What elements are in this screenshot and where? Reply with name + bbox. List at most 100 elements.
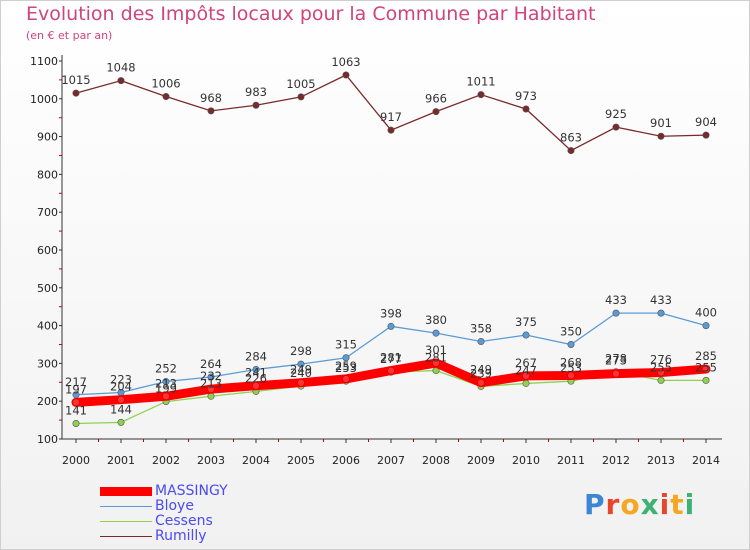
data-label-cessens: 213: [200, 376, 222, 390]
data-point-rumilly: [72, 89, 80, 97]
data-point-rumilly: [702, 131, 710, 139]
logo-letter: o: [620, 488, 641, 521]
data-point-cessens: [117, 418, 125, 426]
data-point-massingy: [252, 381, 260, 390]
data-label-bloye: 217: [65, 375, 87, 389]
data-label-bloye: 380: [425, 313, 447, 327]
data-label-massingy: 259: [335, 359, 357, 373]
x-tick-label: 2006: [332, 454, 360, 467]
y-tick-label: 700: [37, 206, 58, 219]
data-point-bloye: [252, 365, 260, 373]
legend-label: Cessens: [155, 513, 213, 529]
data-point-massingy: [297, 378, 305, 387]
data-label-cessens: 278: [605, 352, 627, 366]
data-label-massingy: 285: [695, 349, 717, 363]
data-label-bloye: 398: [380, 306, 402, 320]
data-point-rumilly: [252, 101, 260, 109]
data-label-massingy: 249: [290, 363, 312, 377]
data-point-massingy: [72, 398, 80, 407]
data-point-rumilly: [567, 147, 575, 155]
data-point-cessens: [522, 379, 530, 387]
chart-subtitle: (en € et par an): [26, 29, 113, 42]
data-label-rumilly: 968: [200, 91, 222, 105]
legend-label: MASSINGY: [155, 483, 228, 499]
data-label-rumilly: 925: [605, 107, 627, 121]
data-point-rumilly: [387, 126, 395, 134]
y-tick-label: 200: [37, 395, 58, 408]
data-point-rumilly: [612, 123, 620, 131]
legend-swatch: [100, 487, 152, 496]
data-point-bloye: [612, 309, 620, 317]
data-point-massingy: [567, 371, 575, 380]
legend-label: Bloye: [155, 498, 194, 514]
data-point-rumilly: [342, 71, 350, 79]
logo-letter: r: [605, 488, 621, 521]
data-label-bloye: 350: [560, 325, 582, 339]
data-label-bloye: 252: [155, 362, 177, 376]
legend-swatch: [100, 521, 152, 522]
data-label-cessens: 226: [245, 371, 267, 385]
data-point-cessens: [657, 376, 665, 384]
data-point-rumilly: [477, 91, 485, 99]
data-label-cessens: 255: [695, 360, 717, 374]
data-label-rumilly: 973: [515, 89, 537, 103]
y-tick-label: 600: [37, 244, 58, 257]
legend-label: Rumilly: [155, 528, 207, 544]
data-point-bloye: [387, 322, 395, 330]
data-label-rumilly: 1063: [331, 55, 360, 69]
x-tick-label: 2008: [422, 454, 450, 467]
data-point-rumilly: [297, 93, 305, 101]
logo-letter: i: [659, 488, 671, 521]
data-label-rumilly: 917: [380, 110, 402, 124]
data-label-massingy: 213: [155, 376, 177, 390]
y-tick-label: 500: [37, 282, 58, 295]
x-tick-label: 2002: [152, 454, 180, 467]
data-label-rumilly: 901: [650, 116, 672, 130]
y-tick-label: 400: [37, 320, 58, 333]
data-point-massingy: [702, 365, 710, 373]
data-label-cessens: 199: [155, 382, 177, 396]
data-label-bloye: 315: [335, 338, 357, 352]
data-point-cessens: [207, 392, 215, 400]
data-label-bloye: 284: [245, 349, 267, 363]
data-point-rumilly: [207, 107, 215, 115]
data-point-bloye: [342, 354, 350, 362]
data-label-cessens: 253: [560, 361, 582, 375]
data-label-rumilly: 1011: [466, 75, 495, 89]
data-label-massingy: 241: [245, 366, 267, 380]
y-tick-label: 1100: [30, 55, 58, 68]
data-point-bloye: [207, 373, 215, 381]
data-point-bloye: [657, 309, 665, 317]
data-label-massingy: 197: [65, 382, 87, 396]
data-label-bloye: 433: [605, 293, 627, 307]
data-point-rumilly: [657, 132, 665, 140]
data-label-cessens: 277: [380, 352, 402, 366]
legend-swatch: [100, 506, 152, 507]
data-label-rumilly: 1048: [106, 61, 135, 75]
data-point-massingy: [657, 368, 665, 377]
data-point-rumilly: [522, 105, 530, 113]
data-label-cessens: 253: [335, 361, 357, 375]
legend-swatch: [100, 536, 152, 537]
data-label-bloye: 223: [110, 373, 132, 387]
data-point-bloye: [432, 329, 440, 337]
data-point-bloye: [297, 360, 305, 368]
data-label-cessens: 144: [110, 402, 132, 416]
data-point-massingy: [387, 366, 395, 375]
x-tick-label: 2013: [647, 454, 675, 467]
data-label-rumilly: 966: [425, 92, 447, 106]
data-point-bloye: [162, 378, 170, 386]
logo-letter: P: [584, 488, 606, 521]
data-label-rumilly: 1015: [61, 73, 90, 87]
logo-letter: i: [684, 488, 696, 521]
data-label-cessens: 255: [650, 360, 672, 374]
y-tick-label: 100: [37, 433, 58, 446]
x-tick-label: 2003: [197, 454, 225, 467]
data-point-rumilly: [432, 108, 440, 116]
x-tick-label: 2000: [62, 454, 90, 467]
x-tick-label: 2007: [377, 454, 405, 467]
data-point-massingy: [207, 385, 215, 393]
data-point-rumilly: [117, 77, 125, 85]
